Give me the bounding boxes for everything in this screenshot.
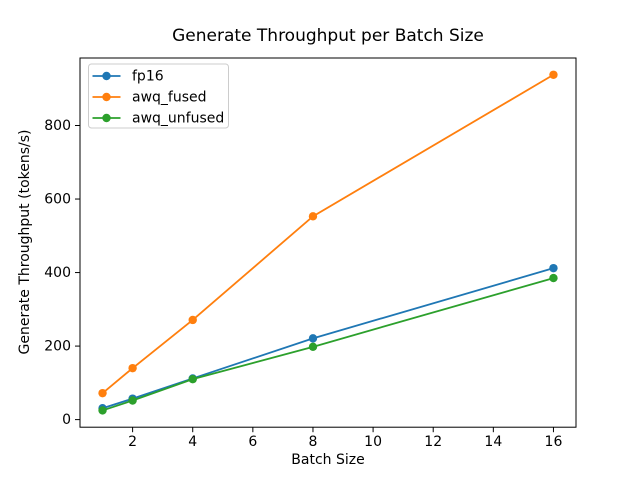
y-tick-label: 800: [44, 118, 71, 134]
data-point-awq_unfused: [549, 273, 558, 283]
x-tick-label: 6: [248, 434, 257, 450]
data-point-awq_fused: [128, 363, 137, 373]
chart-title: Generate Throughput per Batch Size: [172, 26, 484, 46]
data-point-awq_unfused: [128, 396, 137, 405]
data-point-awq_fused: [98, 388, 107, 398]
x-tick-label: 16: [545, 434, 563, 450]
plot-area: 2 4 6 8 10 12 14 16 0 200 400 600 800: [44, 57, 577, 450]
y-tick-label: 600: [44, 192, 71, 208]
y-axis-label: Generate Throughput (tokens/s): [17, 130, 33, 355]
data-point-fp16: [549, 263, 558, 273]
data-point-fp16: [308, 334, 318, 343]
x-tick-label: 2: [128, 434, 137, 450]
x-tick-label: 4: [188, 434, 197, 450]
x-axis-label: Batch Size: [291, 452, 364, 468]
legend-marker-fp16: [102, 71, 111, 81]
x-tick-label: 12: [424, 434, 442, 450]
data-point-awq_unfused: [308, 342, 318, 352]
x-tick-label: 14: [484, 434, 502, 450]
x-tick-label: 8: [309, 434, 318, 450]
data-point-awq_fused: [549, 70, 558, 79]
y-tick-label: 400: [44, 265, 71, 281]
legend-label-awq_fused: awq_fused: [132, 89, 207, 105]
data-point-awq_fused: [188, 315, 197, 325]
data-point-awq_unfused: [98, 406, 107, 415]
series-line-awq_unfused: [102, 277, 554, 412]
legend-marker-awq_fused: [102, 92, 111, 102]
y-tick-label: 0: [62, 412, 71, 428]
data-point-awq_fused: [308, 212, 318, 221]
legend-marker-awq_unfused: [102, 113, 111, 123]
x-tick-label: 10: [364, 434, 382, 450]
legend-label-fp16: fp16: [132, 68, 164, 84]
legend-label-awq_unfused: awq_unfused: [132, 110, 224, 126]
legend: fp16 awq_fused awq_unfused: [88, 63, 229, 129]
axes-spines: [79, 57, 577, 428]
y-tick-label: 200: [44, 339, 71, 355]
data-point-awq_unfused: [188, 374, 197, 384]
legend-box: [88, 63, 229, 129]
